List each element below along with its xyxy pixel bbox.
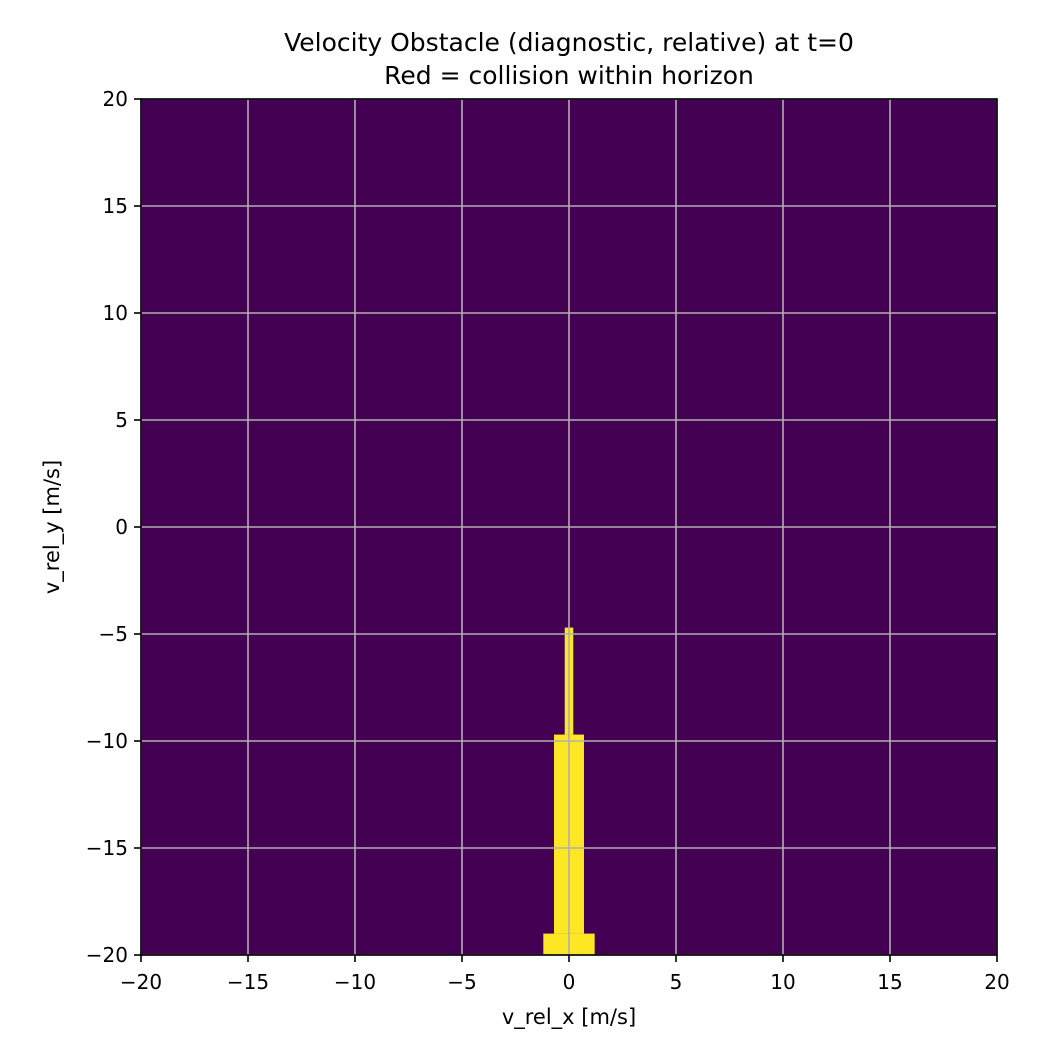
x-tick-label-4: 0 [563,970,576,994]
x-tick-label-8: 20 [984,970,1009,994]
x-tick-label-3: −5 [447,970,476,994]
y-tick-label-6: 10 [103,301,128,325]
y-tick-label-4: 0 [115,515,128,539]
y-tick-label-7: 15 [103,194,128,218]
chart-subtitle: Red = collision within horizon [384,61,754,90]
chart-title: Velocity Obstacle (diagnostic, relative)… [284,28,854,57]
x-tick-label-1: −15 [227,970,269,994]
plot-area: −20 −15 −10 −5 0 5 10 15 20 −20 −15 −10 −5 0 5 10 15 20 [86,87,1010,994]
x-tick-label-6: 10 [770,970,795,994]
y-tick-label-8: 20 [103,87,128,111]
y-tick-label-5: 5 [115,408,128,432]
y-tick-label-1: −15 [86,836,128,860]
y-tick-label-3: −5 [99,622,128,646]
y-tick-label-2: −10 [86,729,128,753]
x-tick-label-0: −20 [120,970,162,994]
x-tick-label-5: 5 [670,970,683,994]
y-axis-label: v_rel_y [m/s] [40,460,65,594]
x-axis-label: v_rel_x [m/s] [502,1005,636,1030]
y-tick-label-0: −20 [86,943,128,967]
x-tick-label-2: −10 [334,970,376,994]
x-tick-label-7: 15 [877,970,902,994]
